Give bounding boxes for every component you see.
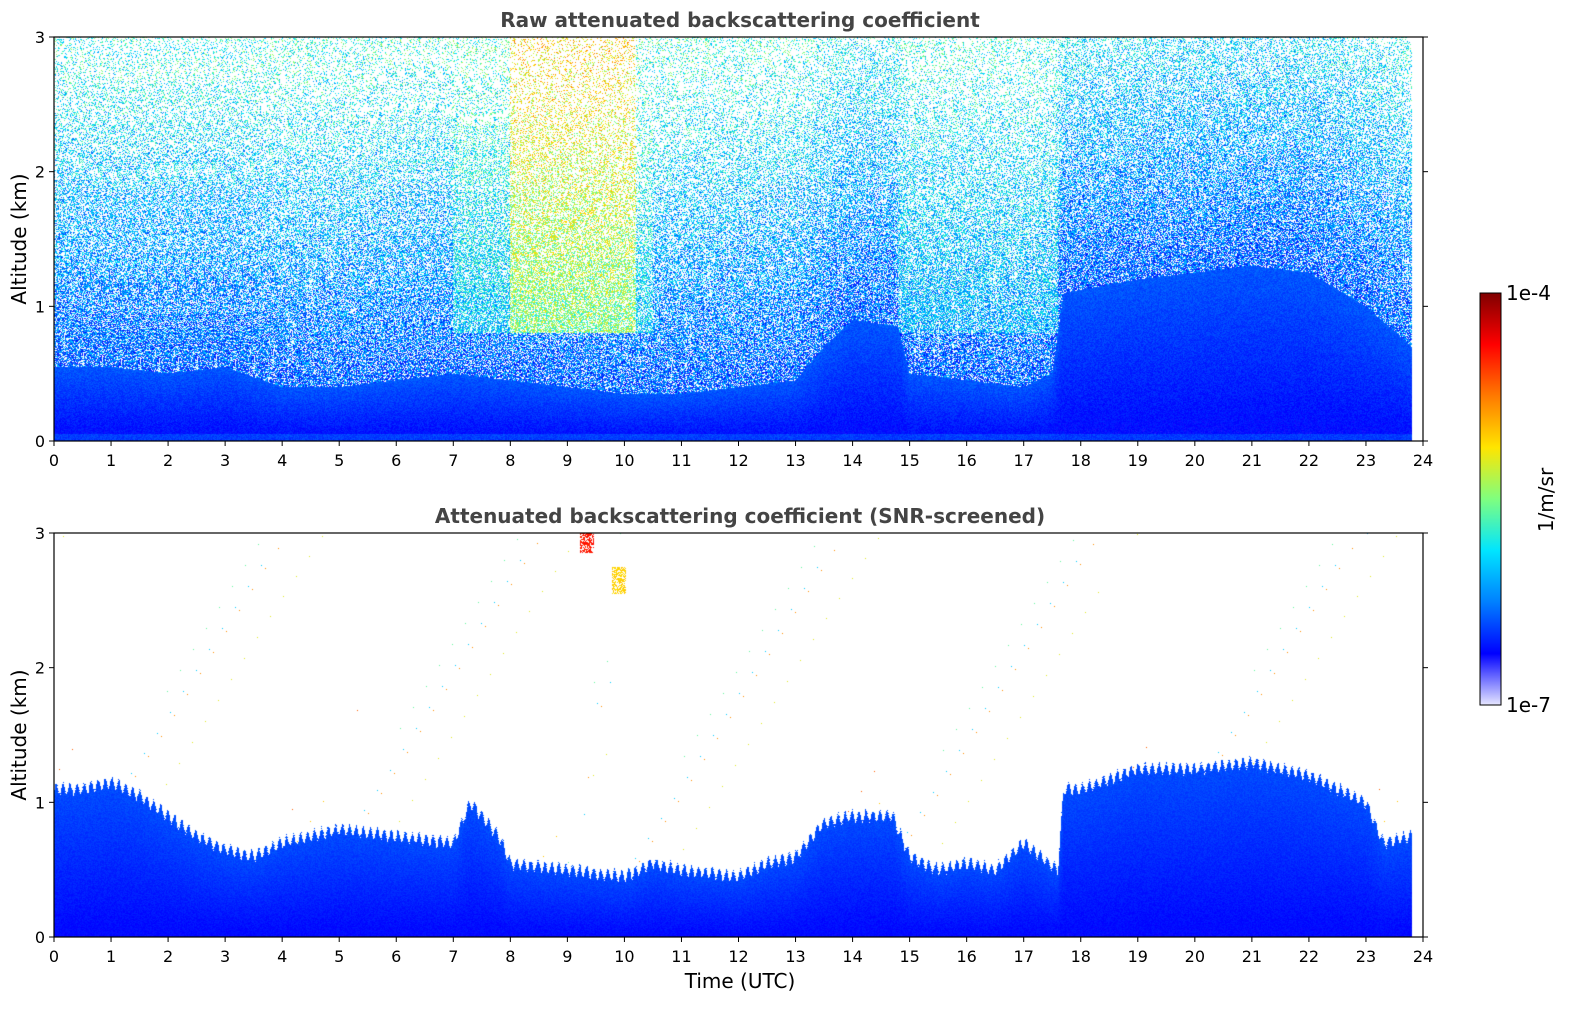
x-tick-label: 15 bbox=[899, 947, 919, 966]
x-tick-label: 3 bbox=[220, 947, 230, 966]
x-tick-label: 12 bbox=[728, 947, 748, 966]
colorbar-gradient bbox=[1479, 292, 1502, 706]
colorbar-tick-top: 1e-4 bbox=[1506, 281, 1551, 305]
panel-raw: Raw attenuated backscattering coefficien… bbox=[7, 8, 1433, 470]
x-tick-label: 4 bbox=[277, 451, 287, 470]
y-tick-label: 3 bbox=[35, 28, 45, 47]
x-tick-label: 1 bbox=[106, 451, 116, 470]
panel-screened: Attenuated backscattering coefficient (S… bbox=[7, 504, 1433, 993]
panel-screened-xlabel: Time (UTC) bbox=[684, 969, 796, 993]
x-tick-label: 5 bbox=[334, 947, 344, 966]
x-tick-label: 18 bbox=[1071, 451, 1091, 470]
panel-screened-title: Attenuated backscattering coefficient (S… bbox=[435, 504, 1045, 528]
panel-raw-title: Raw attenuated backscattering coefficien… bbox=[500, 8, 980, 32]
x-tick-label: 19 bbox=[1128, 451, 1148, 470]
x-tick-label: 18 bbox=[1071, 947, 1091, 966]
x-tick-label: 12 bbox=[728, 451, 748, 470]
y-tick-label: 3 bbox=[35, 524, 45, 543]
x-tick-label: 17 bbox=[1014, 947, 1034, 966]
x-tick-label: 6 bbox=[391, 947, 401, 966]
panel-raw-x-ticks: 0 1 2 3 4 5 6 7 8 9 10 11 12 13 14 15 16 17 18 19 20 21 22 23 24 bbox=[49, 441, 1433, 470]
colorbar-label: 1/m/sr bbox=[1534, 467, 1558, 532]
x-tick-label: 5 bbox=[334, 451, 344, 470]
x-tick-label: 6 bbox=[391, 451, 401, 470]
x-tick-label: 3 bbox=[220, 451, 230, 470]
panel-raw-ylabel: Altitude (km) bbox=[7, 173, 31, 304]
x-tick-label: 22 bbox=[1299, 947, 1319, 966]
x-tick-label: 19 bbox=[1128, 947, 1148, 966]
x-tick-label: 4 bbox=[277, 947, 287, 966]
panel-raw-y-ticks: 0 1 2 3 bbox=[35, 28, 1428, 451]
y-tick-label: 2 bbox=[35, 163, 45, 182]
x-tick-label: 8 bbox=[505, 947, 515, 966]
colorbar: 1e-4 1e-7 1/m/sr bbox=[1479, 281, 1558, 717]
colorbar-tick-bottom: 1e-7 bbox=[1506, 693, 1551, 717]
y-tick-label: 0 bbox=[35, 928, 45, 947]
x-tick-label: 24 bbox=[1413, 947, 1433, 966]
x-tick-label: 13 bbox=[785, 947, 805, 966]
x-tick-label: 24 bbox=[1413, 451, 1433, 470]
x-tick-label: 23 bbox=[1356, 451, 1376, 470]
x-tick-label: 2 bbox=[163, 947, 173, 966]
x-tick-label: 14 bbox=[842, 947, 862, 966]
x-tick-label: 7 bbox=[448, 947, 458, 966]
x-tick-label: 0 bbox=[49, 947, 59, 966]
panel-raw-heatmap bbox=[54, 37, 1423, 441]
x-tick-label: 7 bbox=[448, 451, 458, 470]
x-tick-label: 20 bbox=[1185, 947, 1205, 966]
x-tick-label: 14 bbox=[842, 451, 862, 470]
x-tick-label: 10 bbox=[614, 451, 634, 470]
x-tick-label: 11 bbox=[671, 451, 691, 470]
x-tick-label: 20 bbox=[1185, 451, 1205, 470]
panel-screened-ylabel: Altitude (km) bbox=[7, 669, 31, 800]
x-tick-label: 21 bbox=[1242, 451, 1262, 470]
x-tick-label: 11 bbox=[671, 947, 691, 966]
x-tick-label: 15 bbox=[899, 451, 919, 470]
x-tick-label: 22 bbox=[1299, 451, 1319, 470]
x-tick-label: 16 bbox=[956, 451, 976, 470]
x-tick-label: 8 bbox=[505, 451, 515, 470]
y-tick-label: 2 bbox=[35, 659, 45, 678]
x-tick-label: 1 bbox=[106, 947, 116, 966]
x-tick-label: 23 bbox=[1356, 947, 1376, 966]
panel-screened-x-ticks: 0 1 2 3 4 5 6 7 8 9 10 11 12 13 14 15 16 17 18 19 20 21 22 23 24 bbox=[49, 937, 1433, 966]
x-tick-label: 13 bbox=[785, 451, 805, 470]
x-tick-label: 2 bbox=[163, 451, 173, 470]
x-tick-label: 21 bbox=[1242, 947, 1262, 966]
y-tick-label: 1 bbox=[35, 297, 45, 316]
x-tick-label: 9 bbox=[562, 451, 572, 470]
y-tick-label: 1 bbox=[35, 793, 45, 812]
y-tick-label: 0 bbox=[35, 432, 45, 451]
x-tick-label: 10 bbox=[614, 947, 634, 966]
x-tick-label: 9 bbox=[562, 947, 572, 966]
panel-screened-y-ticks: 0 1 2 3 bbox=[35, 524, 1428, 947]
x-tick-label: 16 bbox=[956, 947, 976, 966]
x-tick-label: 0 bbox=[49, 451, 59, 470]
panel-screened-heatmap bbox=[54, 533, 1423, 937]
x-tick-label: 17 bbox=[1014, 451, 1034, 470]
